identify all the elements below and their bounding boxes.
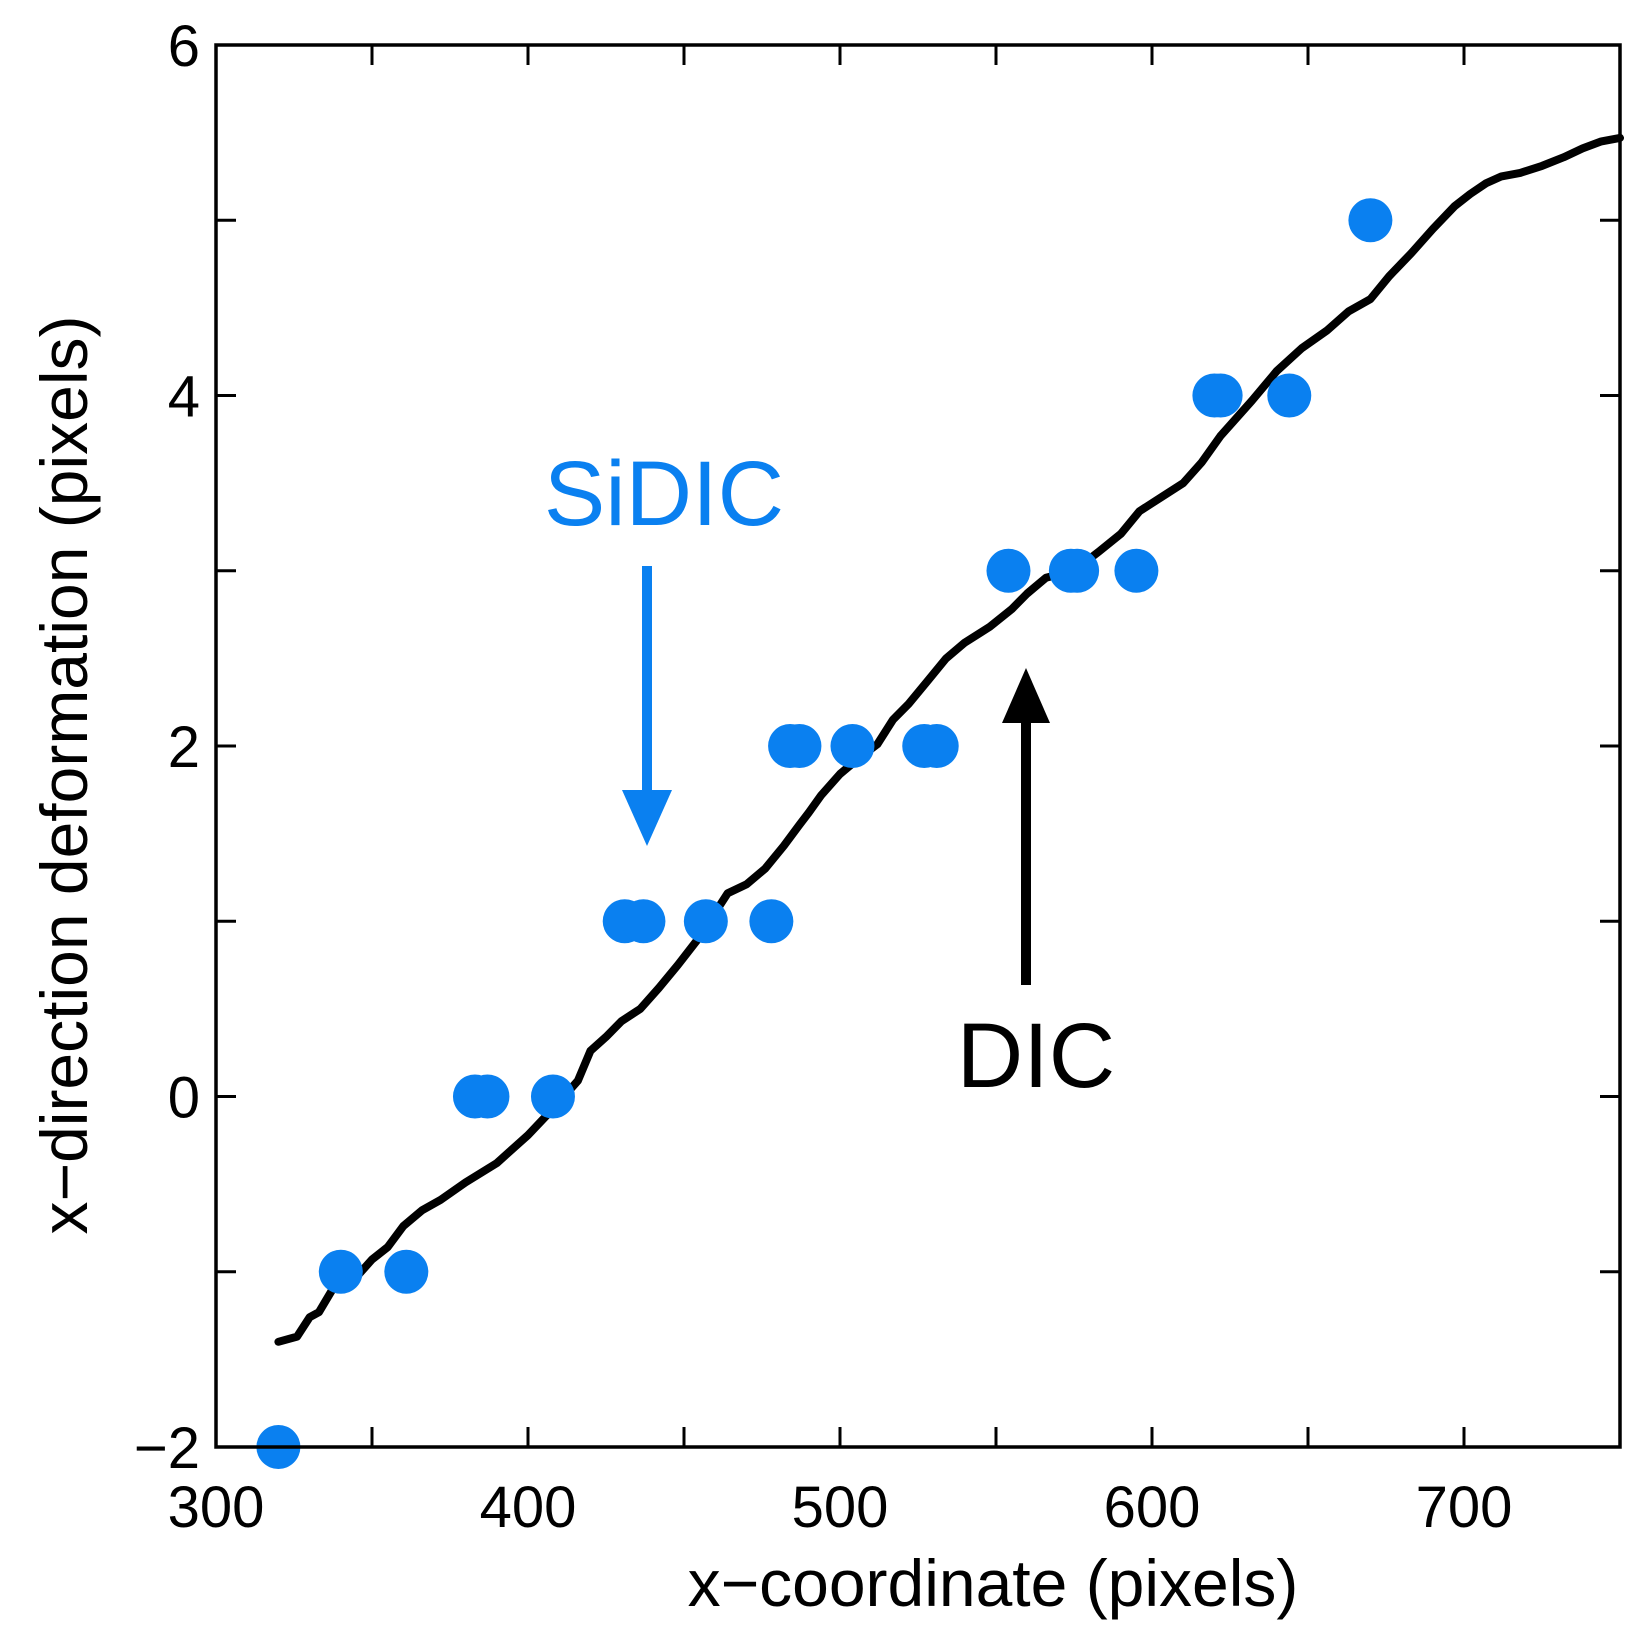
sidic-annotation: SiDIC [544, 443, 784, 545]
y-tick-label: 6 [168, 14, 200, 79]
x-tick-label: 700 [1416, 1475, 1513, 1540]
y-tick-label: 4 [168, 365, 200, 430]
sidic-point [1267, 373, 1312, 418]
dic-arrow-head [1002, 668, 1050, 723]
sidic-series [256, 198, 1393, 1469]
dic-annotation: DIC [957, 1005, 1115, 1107]
y-tick-label: 0 [168, 1066, 200, 1131]
sidic-point [777, 724, 822, 768]
sidic-point [1198, 373, 1243, 418]
sidic-point [465, 1074, 510, 1119]
y-tick-label: 2 [168, 715, 200, 780]
sidic-point [384, 1249, 429, 1294]
x-axis-title: x−coordinate (pixels) [688, 1546, 1299, 1620]
tick-labels: 300 400 500 600 700 −2 0 2 4 6 [134, 14, 1513, 1540]
x-tick-label: 300 [168, 1475, 265, 1540]
sidic-point [530, 1074, 575, 1119]
x-tick-label: 400 [480, 1475, 577, 1540]
sidic-point [318, 1249, 363, 1294]
sidic-arrow-head [622, 790, 672, 846]
sidic-point [621, 899, 666, 944]
y-tick-label: −2 [134, 1416, 200, 1481]
sidic-point [683, 899, 728, 944]
sidic-point [986, 548, 1031, 593]
sidic-point [1348, 198, 1393, 243]
y-axis-title: x−direction deformation (pixels) [27, 316, 101, 1235]
x-tick-label: 600 [1104, 1475, 1201, 1540]
sidic-point [914, 724, 959, 768]
dic-series [274, 133, 1624, 1346]
plot-frame [214, 43, 1622, 1449]
dic-line [274, 133, 1624, 1346]
x-tick-label: 500 [792, 1475, 889, 1540]
sidic-point [1055, 548, 1100, 593]
sidic-point [830, 724, 875, 768]
sidic-point [1114, 548, 1159, 593]
sidic-point [749, 899, 794, 944]
